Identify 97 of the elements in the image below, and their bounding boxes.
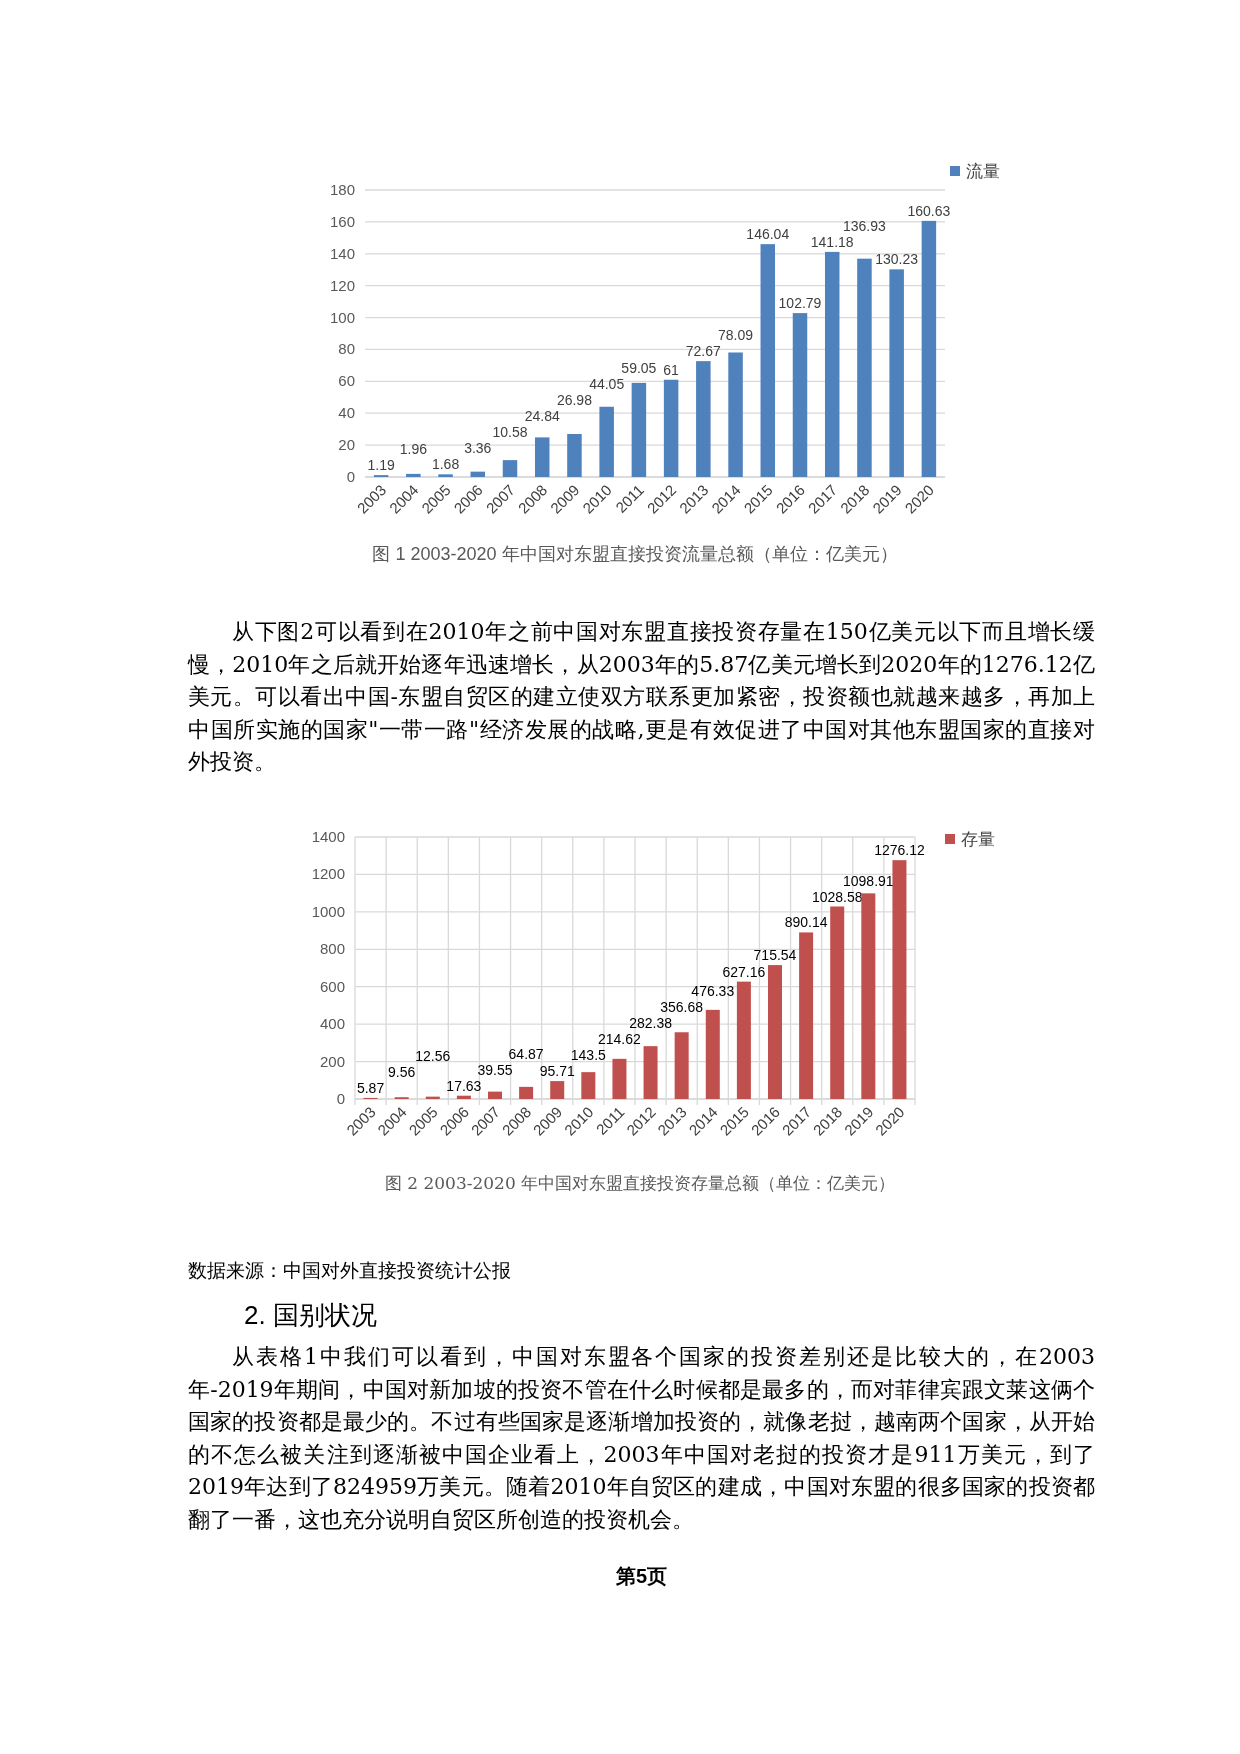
y-tick-label: 100 — [329, 308, 355, 326]
data-label: 1.68 — [431, 456, 460, 473]
text: 图 2 2003-2020 年中国对东盟直接投资存量总额（单位：亿美元） — [383, 1172, 897, 1195]
data-label: 1.96 — [399, 441, 428, 458]
y-tick-label: 80 — [338, 340, 355, 358]
bar — [456, 1095, 471, 1099]
y-tick-label: 800 — [319, 940, 345, 958]
data-label: 146.04 — [746, 226, 790, 243]
data-label: 141.18 — [810, 233, 854, 250]
legend-label: 流量 — [966, 162, 1000, 181]
data-label: 130.23 — [875, 251, 919, 268]
data-label: 627.16 — [722, 963, 766, 980]
data-label: 476.33 — [691, 983, 735, 1000]
data-label: 64.87 — [508, 1045, 544, 1062]
bar — [824, 251, 840, 477]
bar — [488, 1091, 502, 1099]
bar — [857, 258, 872, 477]
data-label: 282.38 — [629, 1015, 673, 1032]
bar — [728, 352, 743, 477]
data-label: 12.56 — [415, 1047, 451, 1064]
y-tick-label: 1200 — [311, 865, 345, 883]
legend: 流量 — [950, 162, 1000, 181]
source-note: 数据来源：中国对外直接投资统计公报 — [188, 1259, 512, 1283]
bar — [792, 313, 808, 477]
y-tick-label: 40 — [338, 404, 355, 422]
data-label: 356.68 — [660, 999, 704, 1016]
bar — [550, 1081, 565, 1099]
y-tick-label: 60 — [338, 372, 355, 390]
data-label: 95.71 — [539, 1063, 575, 1080]
data-label: 24.84 — [524, 408, 560, 425]
data-label: 72.67 — [685, 343, 722, 360]
bar — [470, 471, 486, 477]
bar — [830, 906, 845, 1099]
data-label: 136.93 — [843, 217, 887, 234]
data-label: 5.87 — [356, 1079, 385, 1096]
data-label: 10.58 — [492, 424, 528, 441]
bar — [567, 433, 582, 477]
text: 图 1 2003-2020 年中国对东盟直接投资流量总额（单位：亿美元） — [371, 543, 899, 566]
data-label: 1028.58 — [811, 888, 863, 905]
bar — [921, 220, 937, 477]
bar — [534, 437, 550, 477]
bar — [674, 1032, 689, 1099]
bar — [892, 860, 907, 1099]
y-tick-label: 140 — [329, 244, 355, 262]
data-label: 61 — [663, 361, 680, 378]
bar — [438, 474, 453, 477]
bar — [643, 1046, 658, 1099]
data-label: 78.09 — [718, 327, 754, 344]
data-label: 1098.91 — [843, 872, 894, 889]
text: 从下图2可以看到在2010年之前中国对东盟直接投资存量在150亿美元以下而且增长缓慢，2010年之后就开始逐年迅速增长，从2003年的5.87亿美元增长到2020年的1276.12亿美元。可以看出中国-东盟自贸区的建立使双方联系更加紧密，投资额也就越来越多，再加上中国所实施的国家"一带一路"经济发展的战略,更是有效促进了中国对其他东盟国家的直接对外投资。 — [188, 618, 1095, 777]
bar — [502, 460, 518, 477]
y-tick-label: 0 — [336, 1090, 345, 1107]
data-label: 102.79 — [778, 295, 822, 312]
bar — [736, 981, 751, 1099]
data-label: 44.05 — [589, 376, 625, 393]
y-tick-label: 1000 — [311, 902, 345, 920]
y-tick-label: 120 — [329, 276, 355, 294]
data-label: 9.56 — [388, 1063, 416, 1080]
data-label: 715.54 — [753, 947, 797, 964]
bar — [889, 269, 904, 477]
bar — [799, 932, 814, 1099]
bar — [696, 361, 711, 477]
bar — [612, 1058, 627, 1099]
bar — [768, 965, 782, 1099]
data-label: 1.19 — [367, 457, 395, 474]
bar — [519, 1086, 534, 1099]
bar — [663, 379, 679, 477]
y-tick-label: 1400 — [311, 828, 345, 845]
bar — [705, 1009, 720, 1099]
legend-label: 存量 — [961, 830, 995, 849]
data-label: 26.98 — [556, 392, 593, 409]
y-tick-label: 600 — [319, 977, 345, 995]
data-label: 1276.12 — [874, 842, 925, 859]
text: 从表格1中我们可以看到，中国对东盟各个国家的投资差别还是比较大的，在2003年-2019年期间，中国对新加坡的投资不管在什么时候都是最多的，而对菲律宾跟文莱这俩个国家的投资都是最少的。不过有些国家是逐渐增加投资的，就像老挝，越南两个国家，从开始的不怎么被关注到逐渐被中国企业看上，2003年中国对老挝的投资才是911万美元，到了2019年达到了824959万美元。随着2010年自贸区的建成，中国对东盟的很多国家的投资都翻了一番，这也充分说明自贸区所创造的投资机会。 — [188, 1343, 1095, 1534]
bar — [599, 406, 614, 477]
data-label: 39.55 — [477, 1061, 513, 1078]
bar — [760, 244, 776, 477]
data-label: 160.63 — [907, 202, 951, 219]
y-tick-label: 200 — [319, 1052, 345, 1070]
y-tick-label: 20 — [338, 436, 355, 454]
bar — [581, 1072, 596, 1100]
y-tick-label: 400 — [319, 1015, 345, 1033]
legend: 存量 — [945, 830, 995, 849]
data-label: 890.14 — [784, 914, 828, 931]
data-label: 3.36 — [464, 440, 492, 457]
text: 2. 国别状况 — [243, 1299, 378, 1332]
data-label: 143.5 — [570, 1047, 607, 1064]
y-tick-label: 180 — [329, 181, 355, 198]
data-label: 214.62 — [598, 1031, 642, 1048]
data-label: 17.63 — [446, 1077, 482, 1094]
data-label: 59.05 — [621, 360, 657, 377]
y-tick-label: 160 — [329, 212, 355, 230]
y-tick-label: 0 — [346, 468, 355, 485]
bar — [861, 893, 876, 1099]
text: 第5页 — [614, 1563, 669, 1589]
bar — [406, 473, 421, 477]
bar — [631, 382, 647, 477]
